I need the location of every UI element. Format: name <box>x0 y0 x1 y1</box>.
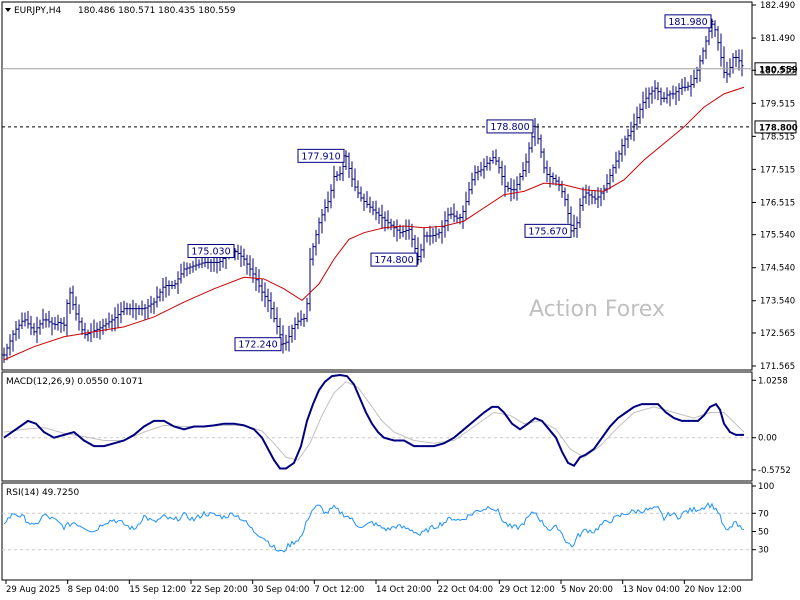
x-tick-label: 5 Nov 20:00 <box>561 585 613 595</box>
price-y-tick: 174.540 <box>760 264 795 274</box>
x-tick-label: 22 Oct 04:00 <box>438 585 493 595</box>
price-y-tick: 175.540 <box>760 231 795 241</box>
annotation-box <box>486 119 534 134</box>
macd-header: MACD(12,26,9) 0.0550 0.1071 <box>6 377 143 387</box>
annotation-label: 172.240 <box>238 340 277 351</box>
annotation-leader <box>234 250 237 252</box>
annotation-leader <box>344 155 347 157</box>
price-y-tick: 173.540 <box>760 297 795 307</box>
watermark: Action Forex <box>529 297 665 322</box>
level-label-box <box>754 62 797 76</box>
price-y-tick: 180.515 <box>760 66 795 76</box>
y-axis-labels: 182.490 181.490 180.515 179.515 178.515 177.5… <box>752 1 795 556</box>
annotation-box <box>234 337 282 352</box>
x-tick-label: 7 Oct 12:00 <box>314 585 364 595</box>
annotation-label: 178.800 <box>490 122 529 133</box>
annotation-label: 174.800 <box>374 255 413 266</box>
annotation-box <box>370 252 418 267</box>
annotation-box <box>297 148 345 163</box>
price-y-tick: 177.515 <box>760 165 795 175</box>
rsi-panel <box>1 482 753 581</box>
macd-y-tick: -0.5752 <box>758 466 791 476</box>
price-y-tick: 172.565 <box>760 329 795 339</box>
macd-panel <box>1 371 753 482</box>
x-tick-label: 20 Nov 12:00 <box>684 585 741 595</box>
level-label-box <box>754 120 797 134</box>
annotation-label: 181.980 <box>668 17 707 28</box>
price-y-tick: 171.565 <box>760 362 795 372</box>
price-y-tick: 179.515 <box>760 99 795 109</box>
x-tick-label: 29 Aug 2025 <box>6 585 60 595</box>
x-tick-label: 15 Sep 12:00 <box>129 585 186 595</box>
rsi-line <box>3 502 745 553</box>
ohlc-values: 180.486 180.571 180.435 180.559 <box>78 6 236 16</box>
horizontal-levels: 180.559 178.800 <box>2 62 798 134</box>
annotation-box <box>524 223 572 238</box>
annotation-label: 175.030 <box>191 247 230 258</box>
annotation-leader <box>571 230 574 232</box>
macd-signal-line <box>3 381 745 461</box>
x-tick-label: 29 Oct 12:00 <box>499 585 554 595</box>
x-tick-label: 22 Sep 20:00 <box>191 585 248 595</box>
annotation-label: 177.910 <box>301 151 340 162</box>
annotation-leader <box>281 343 284 345</box>
rsi-y-tick: 50 <box>758 528 769 538</box>
rsi-y-tick: 70 <box>758 509 769 519</box>
annotation-box <box>664 14 712 29</box>
price-annotations: 181.980 178.800 177.910 175.030 175.670 174.8… <box>187 14 714 352</box>
level-label: 178.800 <box>759 123 798 133</box>
macd-y-tick: 0.00 <box>758 434 777 444</box>
price-y-tick: 178.515 <box>760 132 795 142</box>
level-label: 180.559 <box>759 65 798 75</box>
price-y-tick: 181.490 <box>760 34 795 44</box>
annotation-box <box>187 244 235 259</box>
macd-lines <box>2 373 752 470</box>
macd-line <box>3 373 744 470</box>
symbol-label: EURJPY,H4 <box>14 6 62 16</box>
annotation-leader <box>533 125 536 127</box>
rsi-lines <box>2 502 752 553</box>
x-tick-label: 30 Sep 04:00 <box>253 585 310 595</box>
x-tick-label: 13 Nov 04:00 <box>623 585 680 595</box>
moving-average <box>3 86 745 361</box>
watermark-group: Action Forex <box>529 297 665 322</box>
dropdown-triangle-icon[interactable] <box>5 8 11 12</box>
annotation-leader <box>417 259 420 261</box>
rsi-y-tick: 100 <box>758 482 774 492</box>
price-y-tick: 176.515 <box>760 198 795 208</box>
macd-y-tick: 1.0258 <box>758 376 788 386</box>
rsi-y-tick: 30 <box>758 546 769 556</box>
annotation-leader <box>711 20 714 22</box>
annotation-label: 175.670 <box>528 226 567 237</box>
x-tick-label: 8 Sep 04:00 <box>68 585 119 595</box>
ma-line <box>3 86 745 361</box>
x-axis-labels: 29 Aug 2025 8 Sep 04:00 15 Sep 12:00 22 Sep… <box>5 580 742 595</box>
rsi-header: RSI(14) 49.7250 <box>6 488 79 498</box>
x-tick-label: 14 Oct 20:00 <box>376 585 431 595</box>
price-y-tick: 182.490 <box>760 1 795 11</box>
